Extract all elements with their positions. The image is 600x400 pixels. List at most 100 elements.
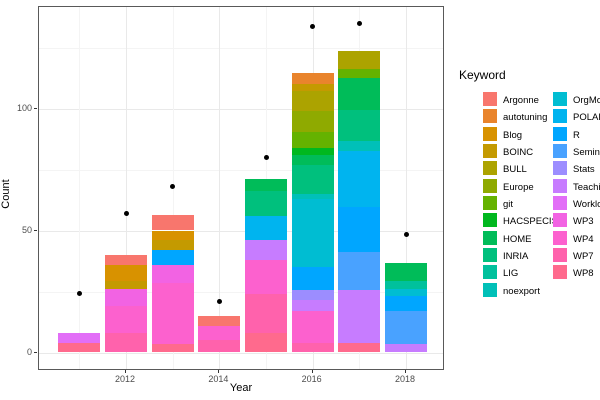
- legend-swatch-Europe: [483, 178, 497, 193]
- legend-item-Workload: Workload: [553, 195, 600, 211]
- legend-swatch-HOME: [483, 230, 497, 245]
- legend-title: Keyword: [459, 68, 506, 82]
- bar-2011-segment-WP8: [58, 342, 101, 353]
- x-tick-label: 2016: [301, 374, 322, 384]
- legend-item-WP8: WP8: [553, 265, 600, 280]
- bar-2015-segment-Teaching: [245, 240, 287, 260]
- bar-2017-segment-WP8: [338, 342, 381, 353]
- legend-item-Europe: Europe: [483, 178, 551, 194]
- legend-swatch-BULL: [483, 161, 497, 176]
- bar-2014-segment-WP4: [198, 325, 241, 341]
- bar-2015-segment-WP7: [245, 293, 287, 333]
- bar-2013-segment-WP8: [151, 343, 194, 353]
- y-tick-mark: [34, 107, 37, 109]
- bar-2012-segment-WP4: [105, 306, 147, 333]
- total-point-2013: [170, 184, 176, 190]
- bar-2012-segment-WP3: [105, 289, 147, 307]
- bar-2017-segment-HOME: [338, 78, 381, 110]
- legend-swatch-OrgMode: [553, 92, 567, 106]
- bar-2018-segment-OrgMode: [385, 289, 428, 297]
- y-tick-label: 0: [26, 346, 32, 357]
- legend-label: INRIA: [503, 250, 529, 262]
- legend-item-WP4: WP4: [553, 230, 600, 246]
- gridline-y-minor: [39, 169, 443, 171]
- legend-swatch-Stats: [553, 161, 567, 176]
- gridline-y-major: [39, 230, 443, 232]
- legend-item-BULL: BULL: [483, 161, 551, 176]
- legend-label: HOME: [503, 233, 532, 245]
- total-point-2014: [216, 298, 222, 304]
- bar-2017-segment-POLARIS: [338, 151, 381, 208]
- legend-swatch-noexport: [483, 282, 497, 297]
- bar-2016-segment-R: [291, 267, 334, 291]
- legend-item-Blog: Blog: [483, 126, 551, 142]
- legend-label: WP7: [573, 250, 594, 262]
- legend-label: WP8: [573, 268, 594, 280]
- legend-label: OrgMode: [573, 95, 600, 106]
- total-point-2018: [403, 231, 409, 237]
- bar-2017-segment-INRIA: [338, 109, 381, 142]
- bar-2017-segment-git: [338, 69, 381, 78]
- bar-2011-segment-Workload: [58, 332, 101, 343]
- legend-label: BOINC: [503, 146, 534, 158]
- x-tick-label: 2018: [395, 374, 416, 384]
- gridline-y-minor: [39, 291, 443, 293]
- legend-label: Seminar: [573, 146, 600, 158]
- legend-label: BULL: [503, 164, 527, 176]
- legend-swatch-WP3: [553, 213, 567, 228]
- bar-2013-segment-BOINC: [151, 240, 194, 250]
- legend-swatch-R: [553, 126, 567, 141]
- y-tick-label: 100: [16, 102, 32, 113]
- legend-item-noexport: noexport: [483, 282, 551, 298]
- legend-label: noexport: [503, 285, 540, 297]
- legend-label: WP4: [573, 233, 594, 245]
- legend-item-BOINC: BOINC: [483, 143, 551, 159]
- legend-item-git: git: [483, 195, 551, 211]
- legend-item-Argonne: Argonne: [483, 92, 551, 107]
- bar-2016-segment-WP7: [291, 342, 334, 353]
- y-tick-mark: [34, 351, 37, 353]
- legend-swatch-Blog: [483, 126, 497, 141]
- bar-2018-segment-R: [385, 296, 428, 311]
- y-tick-mark: [34, 229, 37, 231]
- bar-2015-segment-INRIA: [245, 191, 287, 216]
- legend-label: Argonne: [503, 95, 539, 106]
- legend-item-Seminar: Seminar: [553, 143, 600, 159]
- legend-swatch-Seminar: [553, 143, 567, 158]
- gridline-y-minor: [39, 47, 443, 49]
- gridline-x-minor: [79, 7, 81, 369]
- bar-2013-segment-R: [151, 250, 194, 265]
- legend-swatch-HACSPECIS: [483, 213, 497, 228]
- bar-2016-segment-INRIA: [291, 164, 334, 194]
- legend-swatch-POLARIS: [553, 109, 567, 124]
- total-point-2017: [356, 20, 362, 26]
- bar-2012-segment-WP7: [105, 332, 147, 353]
- bar-2016-segment-WP4: [291, 311, 334, 343]
- bar-2016-segment-Teaching: [291, 300, 334, 311]
- bar-2018-segment-LIG: [385, 280, 428, 290]
- legend-label: Europe: [503, 181, 534, 193]
- bar-2016-segment-Europe: [291, 110, 334, 132]
- legend-item-Teaching: Teaching: [553, 178, 600, 194]
- bar-2018-segment-HOME: [385, 263, 428, 281]
- legend-item-WP7: WP7: [553, 247, 600, 263]
- bar-2013-segment-WP3: [151, 264, 194, 283]
- legend-label: autotuning: [503, 112, 548, 124]
- legend-item-INRIA: INRIA: [483, 247, 551, 263]
- gridline-x-major: [219, 7, 221, 369]
- x-tick-mark: [218, 370, 220, 373]
- legend-item-OrgMode: OrgMode: [553, 92, 600, 107]
- bar-2014-segment-Argonne: [198, 315, 241, 326]
- legend-item-HOME: HOME: [483, 230, 551, 246]
- bar-2014-segment-WP7: [198, 340, 241, 353]
- legend-swatch-BOINC: [483, 143, 497, 158]
- legend-item-Stats: Stats: [553, 161, 600, 176]
- bar-2015-segment-HOME: [245, 179, 287, 192]
- legend-swatch-autotuning: [483, 109, 497, 124]
- bar-2016-segment-BOINC: [291, 84, 334, 92]
- bar-2017-segment-R: [338, 207, 381, 253]
- gridline-y-major: [39, 108, 443, 110]
- x-tick-label: 2014: [208, 374, 229, 384]
- y-axis-title: Count: [0, 179, 12, 209]
- legend-swatch-INRIA: [483, 247, 497, 262]
